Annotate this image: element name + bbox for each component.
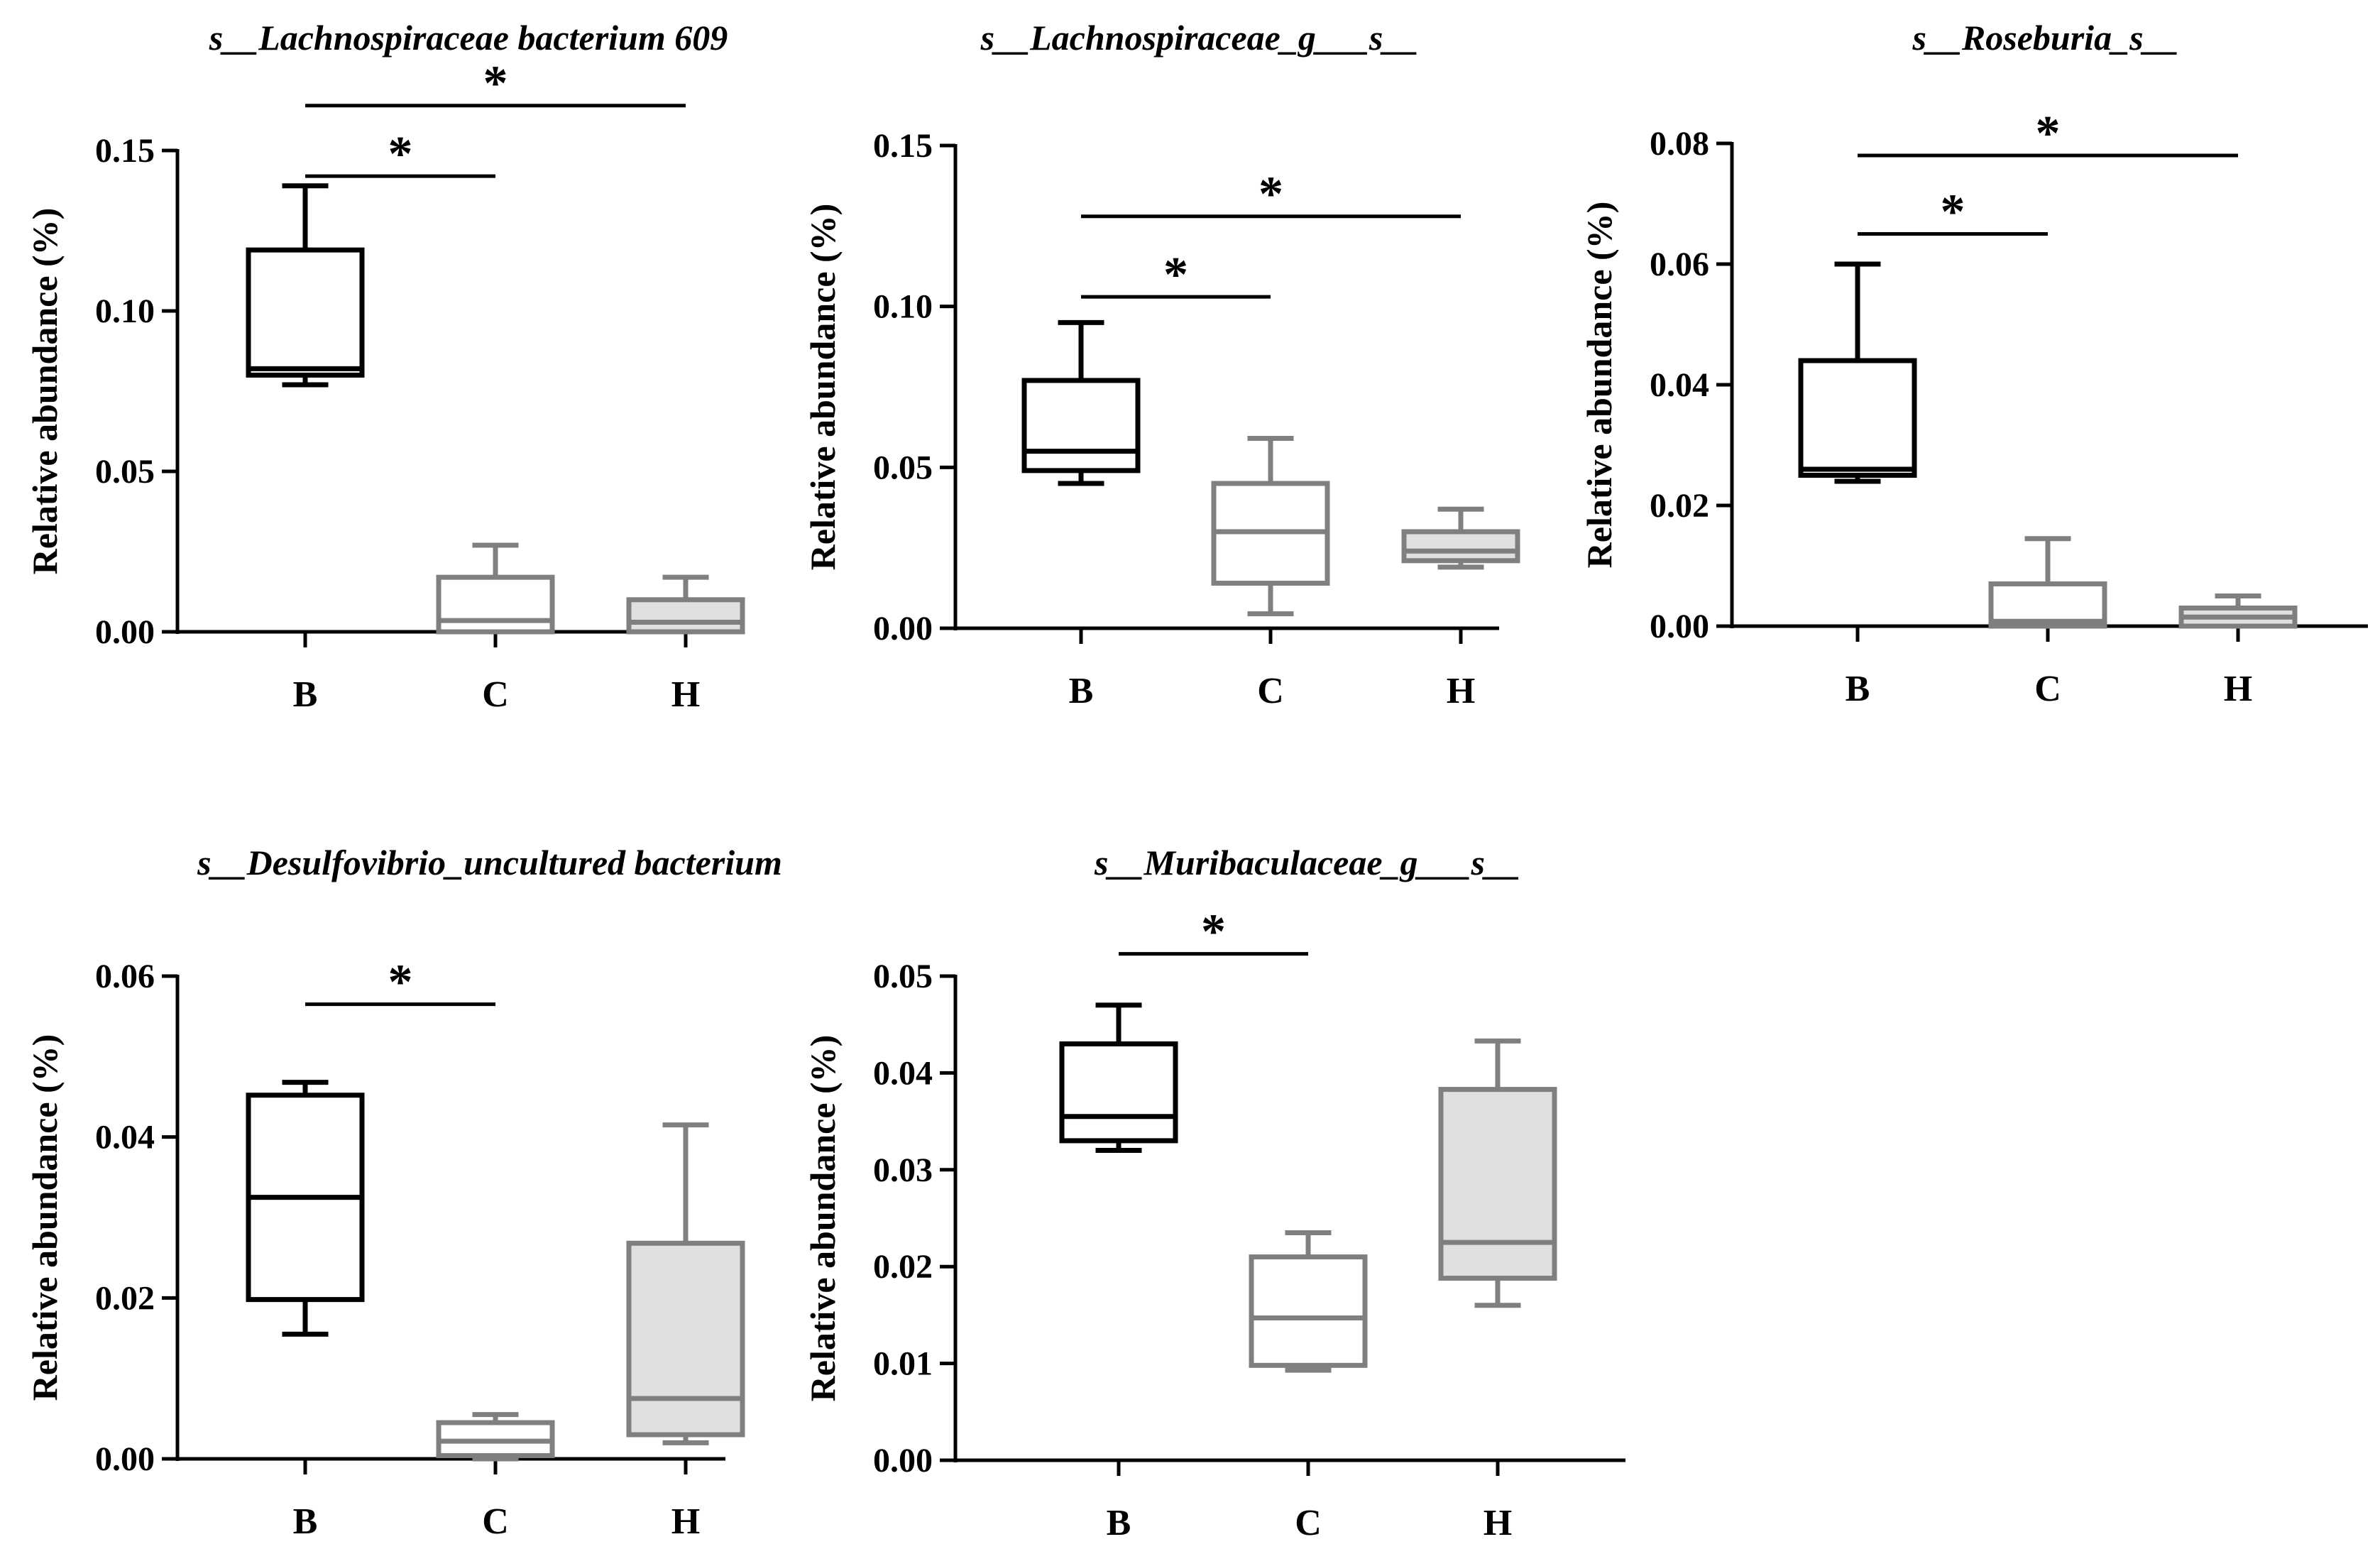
box-H — [2178, 593, 2298, 629]
y-tick-label: 0.04 — [873, 1054, 933, 1092]
x-tick-label: C — [482, 674, 509, 715]
y-tick-label: 0.04 — [95, 1119, 155, 1156]
chart-title: s__Roseburia_s__ — [1912, 18, 2178, 58]
x-tick-label: H — [1484, 1503, 1512, 1543]
x-tick-label: B — [1846, 669, 1870, 709]
significance-star: * — [2036, 106, 2061, 161]
y-tick-label: 0.02 — [873, 1248, 933, 1286]
y-tick-label: 0.00 — [1650, 608, 1709, 645]
y-tick-label: 0.06 — [95, 958, 155, 995]
y-tick-label: 0.00 — [95, 1440, 155, 1478]
significance-star: * — [483, 57, 508, 111]
chart-title: s__Lachnospiraceae_g___s__ — [980, 18, 1419, 58]
y-tick-label: 0.04 — [1650, 366, 1709, 404]
box-iqr — [1249, 1254, 1368, 1368]
chart-title: s__Lachnospiraceae bacterium 609 — [209, 18, 728, 58]
y-tick-label: 0.01 — [873, 1345, 933, 1383]
y-tick-label: 0.10 — [873, 288, 933, 326]
box-C — [1249, 1230, 1368, 1373]
box-H — [1401, 506, 1520, 570]
significance-star: * — [388, 956, 413, 1010]
y-tick-label: 0.00 — [873, 1442, 933, 1479]
y-tick-label: 0.02 — [1650, 487, 1709, 525]
chart-panel-4: s__Desulfovibrio_uncultured bacterium Rel… — [25, 843, 782, 1542]
y-tick-label: 0.06 — [1650, 246, 1709, 283]
y-tick-label: 0.00 — [95, 613, 155, 651]
x-tick-label: C — [2034, 669, 2061, 709]
y-tick-label: 0.03 — [873, 1151, 933, 1189]
box-C — [1988, 536, 2107, 629]
y-axis-label: Relative abundance (%) — [1579, 202, 1619, 569]
y-axis-label: Relative abundance (%) — [25, 1034, 65, 1401]
y-tick-label: 0.08 — [1650, 125, 1709, 163]
box-B — [246, 183, 365, 388]
x-tick-label: H — [671, 674, 700, 715]
significance-star: * — [1941, 185, 1965, 240]
x-tick-label: H — [1447, 671, 1475, 711]
box-iqr — [626, 1240, 745, 1438]
y-tick-label: 0.05 — [95, 453, 155, 491]
y-tick-label: 0.02 — [95, 1279, 155, 1317]
box-B — [1059, 1002, 1178, 1154]
box-C — [1211, 436, 1330, 617]
box-H — [626, 574, 745, 635]
box-iqr — [1059, 1041, 1178, 1144]
chart-panel-5: s__Muribaculaceae_g___s__ Relative abunda… — [803, 843, 1625, 1543]
box-H — [626, 1122, 745, 1445]
x-tick-label: B — [293, 1501, 318, 1542]
y-tick-label: 0.05 — [873, 449, 933, 486]
y-tick-label: 0.00 — [873, 610, 933, 647]
x-tick-label: H — [2224, 669, 2252, 709]
y-axis-label: Relative abundance (%) — [803, 1035, 843, 1402]
box-iqr — [1021, 378, 1141, 474]
box-iqr — [1438, 1087, 1557, 1281]
x-tick-label: C — [482, 1501, 509, 1542]
box-B — [1021, 319, 1141, 486]
chart-title: s__Desulfovibrio_uncultured bacterium — [197, 843, 782, 882]
chart-panel-2: s__Lachnospiraceae_g___s__ Relative abund… — [803, 18, 1520, 711]
y-tick-label: 0.15 — [95, 132, 155, 170]
box-iqr — [626, 597, 745, 635]
chart-panel-3: s__Roseburia_s__ Relative abundance (%) 0.… — [1579, 18, 2368, 709]
y-tick-label: 0.05 — [873, 958, 933, 995]
significance-star: * — [388, 127, 413, 182]
box-iqr — [1401, 529, 1520, 564]
x-tick-label: C — [1257, 671, 1284, 711]
x-tick-label: B — [1107, 1503, 1131, 1543]
box-C — [436, 1412, 555, 1462]
y-axis-label: Relative abundance (%) — [25, 208, 65, 575]
y-tick-label: 0.15 — [873, 127, 933, 165]
box-B — [246, 1080, 365, 1337]
significance-star: * — [1163, 248, 1188, 302]
box-B — [1798, 261, 1917, 484]
significance-star: * — [1201, 905, 1226, 960]
box-iqr — [246, 247, 365, 378]
x-tick-label: H — [671, 1501, 700, 1542]
y-axis-label: Relative abundance (%) — [803, 204, 843, 571]
x-tick-label: B — [293, 674, 318, 715]
x-tick-label: B — [1069, 671, 1094, 711]
x-tick-label: C — [1295, 1503, 1322, 1543]
y-tick-label: 0.10 — [95, 292, 155, 330]
chart-title: s__Muribaculaceae_g___s__ — [1094, 843, 1520, 882]
box-iqr — [436, 574, 555, 635]
box-H — [1438, 1038, 1557, 1308]
chart-panel-1: s__Lachnospiraceae bacterium 609 Relative… — [25, 18, 745, 715]
significance-star: * — [1258, 168, 1283, 222]
box-iqr — [1798, 358, 1917, 478]
box-C — [436, 542, 555, 635]
